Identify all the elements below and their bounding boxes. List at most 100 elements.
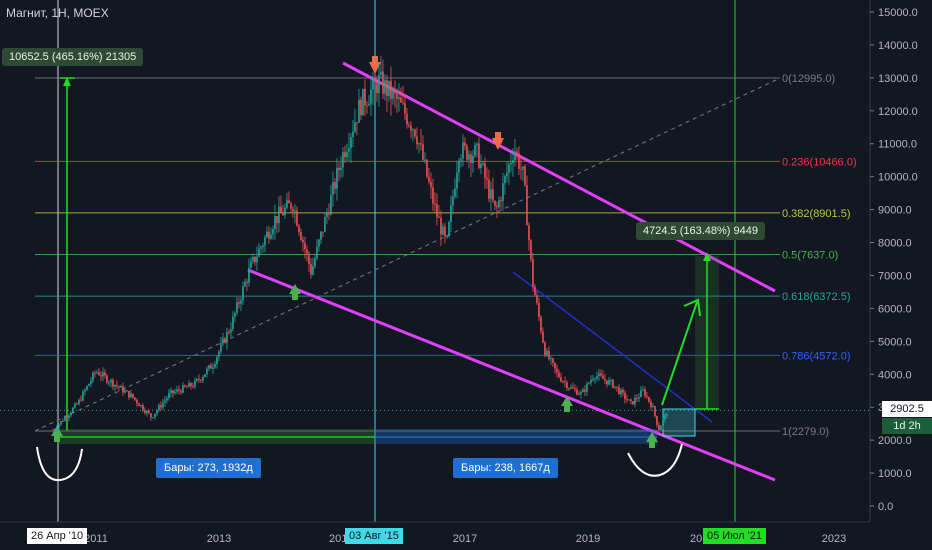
candle-body [578,394,580,396]
candle-body [112,379,114,387]
candle-body [486,177,488,180]
candle-body [438,216,440,218]
candle-body [498,200,500,208]
candle-body [70,412,72,416]
candle-body [354,122,356,132]
candle-body [366,105,368,107]
candle-body [260,246,262,249]
candle-body [642,389,644,391]
candle-body [646,395,648,397]
candle-body [304,242,306,250]
candle-body [234,312,236,317]
candle-body [202,376,204,381]
candle-body [154,413,156,418]
candle-body [238,302,240,304]
candle-body [634,398,636,405]
candle-body [178,389,180,391]
candle-body [216,357,218,365]
date-tag-right: 05 Июл '21 [703,528,767,544]
candle-body [638,397,640,399]
candle-body [120,386,122,388]
drawings [36,56,776,482]
candle-body [294,210,296,212]
candle-body [546,350,548,356]
candle-body [182,385,184,393]
candle-body [280,206,282,213]
candle-body [628,399,630,401]
candle-body [92,372,94,381]
candle-body [132,393,134,398]
candle-body [248,267,250,283]
target-box [662,408,696,437]
candle-body [538,303,540,317]
y-tick-label: 2000.0 [878,435,912,447]
candle-body [222,338,224,344]
candle-body [230,329,232,333]
x-axis: 2011 2013 2017 2019 2023 201 20 [0,521,870,545]
candle-body [152,417,154,419]
candle-body [450,205,452,223]
candle-body [362,88,364,116]
candle-body [488,179,490,199]
candle-body [532,258,534,287]
pivot-up-arrow [561,396,573,406]
candle-body [204,374,206,377]
candle-body [666,414,668,416]
candle-body [644,389,646,396]
candle-body [400,97,402,103]
candle-body [648,396,650,402]
candle-body [512,160,514,163]
candle-body [576,389,578,395]
candle-body [462,142,464,159]
candle-body [318,239,320,247]
candle-body [384,80,386,94]
candle-body [356,122,358,124]
fib-level-label: 0.786(4572.0) [782,350,851,362]
fib-level-label: 0(12995.0) [782,73,835,85]
candle-body [588,382,590,384]
candle-body [110,379,112,383]
candle-body [556,368,558,373]
candle-body [540,316,542,332]
candle-body [598,373,600,376]
candle-body [472,155,474,164]
candle-body [76,403,78,405]
candle-body [656,415,658,425]
candle-body [428,176,430,182]
candle-body [534,286,536,296]
candle-body [536,295,538,304]
candle-body [358,99,360,123]
candle-body [116,384,118,387]
candle-body [312,266,314,275]
candle-body [430,181,432,188]
candle-body [218,351,220,358]
candle-body [570,387,572,389]
candle-body [340,167,342,171]
candle-body [188,383,190,387]
candle-body [658,424,660,430]
y-axis-panel [870,0,932,550]
candle-body [52,430,54,432]
y-tick-label: 12000.0 [878,106,918,118]
candle-body [252,256,254,262]
candle-body [350,137,352,149]
candle-body [80,399,82,401]
candle-body [168,393,170,399]
candle-body [62,420,64,422]
candle-body [278,206,280,223]
candle-body [520,169,522,171]
candle-body [66,417,68,419]
candle-body [582,389,584,392]
candle-body [566,382,568,389]
candle-body [370,89,372,104]
candle-body [232,316,234,330]
candle-body [170,390,172,394]
y-tick-label: 9000.0 [878,205,912,217]
candle-body [452,196,454,206]
candle-body [176,389,178,392]
candle-body [616,386,618,388]
candle-body [228,331,230,333]
candle-body [468,154,470,160]
y-tick-label: 13000.0 [878,73,918,85]
